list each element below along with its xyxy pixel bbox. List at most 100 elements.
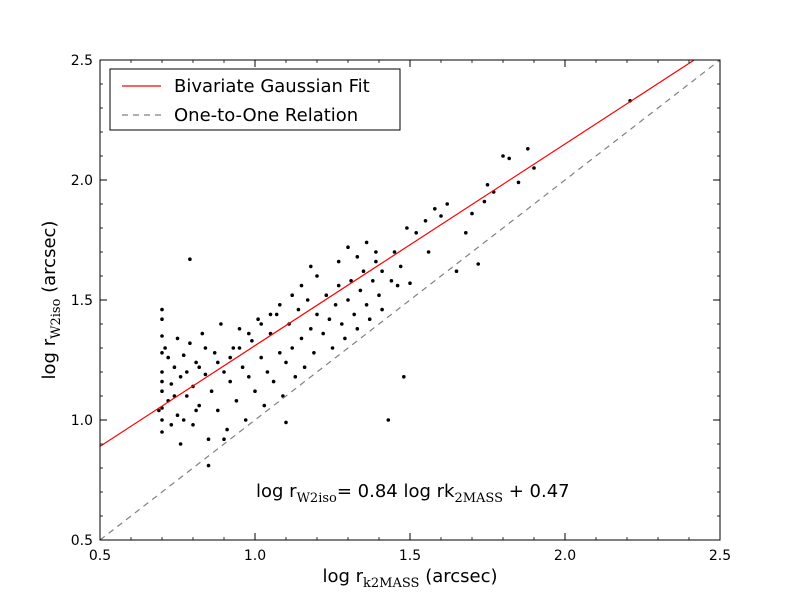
data-point-111 <box>395 283 400 288</box>
data-point-132 <box>185 370 189 374</box>
data-point-76 <box>371 279 375 283</box>
data-point-124 <box>268 312 273 317</box>
data-point-60 <box>321 331 326 336</box>
data-point-24 <box>206 437 211 442</box>
data-point-138 <box>181 418 186 422</box>
x-tick-label-4: 2.5 <box>709 548 731 564</box>
data-point-71 <box>355 327 360 331</box>
data-point-42 <box>262 403 267 408</box>
plot-frame <box>99 59 721 541</box>
data-point-128 <box>228 355 232 360</box>
data-point-97 <box>470 211 474 216</box>
data-point-28 <box>219 322 223 326</box>
data-point-68 <box>346 298 350 302</box>
data-point-77 <box>374 259 378 264</box>
x-axis-title-suffix: (arcsec) <box>419 566 497 587</box>
y-tick-label-3: 2.0 <box>71 173 93 189</box>
data-point-6 <box>160 317 164 322</box>
x-axis-title-prefix: log r <box>322 566 363 587</box>
data-point-113 <box>380 269 384 274</box>
data-point-20 <box>194 360 198 365</box>
data-point-22 <box>200 331 205 336</box>
fit-equation: log rW2iso= 0.84 log rk2MASS + 0.47 <box>256 481 570 506</box>
data-point-31 <box>228 379 232 384</box>
data-point-116 <box>355 254 360 259</box>
data-point-49 <box>284 360 288 365</box>
data-point-43 <box>265 370 270 374</box>
y-tick-label-1: 1.0 <box>71 413 93 429</box>
data-point-3 <box>160 370 164 374</box>
data-point-9 <box>160 379 164 384</box>
data-point-57 <box>309 327 313 331</box>
data-point-89 <box>405 226 409 230</box>
data-point-75 <box>367 317 372 322</box>
data-point-41 <box>259 355 264 360</box>
x-tick-label-3: 2.0 <box>554 548 576 564</box>
data-point-37 <box>247 375 251 379</box>
fit-equation-prefix: log r <box>256 481 297 502</box>
data-point-110 <box>389 279 394 283</box>
data-point-45 <box>271 379 276 384</box>
data-point-84 <box>222 437 226 442</box>
y-tick-label-4: 2.5 <box>71 53 93 69</box>
x-axis-title: log rk2MASS (arcsec) <box>322 566 497 591</box>
data-point-25 <box>209 389 214 394</box>
y-tick-label-0: 0.5 <box>71 533 93 549</box>
series-line-1 <box>99 59 721 541</box>
x-tick-label-2: 1.5 <box>399 548 421 564</box>
data-point-95 <box>454 269 459 274</box>
x-tick-label-1: 1.0 <box>244 548 266 564</box>
data-point-29 <box>222 370 226 374</box>
data-point-85 <box>284 420 288 425</box>
fit-equation-mid: = 0.84 log rk <box>337 481 455 502</box>
data-point-99 <box>482 199 487 204</box>
data-point-21 <box>197 403 201 408</box>
y-axis-title-sub: W2iso <box>49 298 64 338</box>
data-point-16 <box>185 394 189 398</box>
data-point-112 <box>398 264 403 269</box>
data-point-125 <box>259 322 264 326</box>
data-point-15 <box>181 353 186 358</box>
data-point-87 <box>402 375 406 379</box>
data-point-36 <box>243 418 248 422</box>
data-point-114 <box>374 250 378 254</box>
data-point-100 <box>485 183 490 187</box>
data-point-69 <box>349 279 353 283</box>
axis-ticks: 0.5 1.0 1.5 2.0 2.5 0.5 1.0 1.5 2.0 2.5 <box>71 53 731 564</box>
fit-equation-sub1: W2iso <box>297 491 337 506</box>
data-point-134 <box>166 355 170 360</box>
y-axis-title-prefix: log r <box>39 338 60 379</box>
data-point-131 <box>197 365 201 370</box>
data-point-80 <box>188 257 192 262</box>
legend: Bivariate Gaussian Fit One-to-One Relati… <box>109 68 401 131</box>
data-point-66 <box>340 322 344 326</box>
y-axis-title-suffix: (arcsec) <box>39 221 60 299</box>
data-point-33 <box>234 399 239 403</box>
data-point-74 <box>364 303 369 307</box>
data-point-129 <box>216 360 220 365</box>
legend-label-fit: Bivariate Gaussian Fit <box>174 76 370 97</box>
data-point-86 <box>386 418 391 422</box>
data-point-13 <box>175 413 180 418</box>
data-point-34 <box>237 327 242 331</box>
data-point-4 <box>160 351 164 355</box>
data-point-64 <box>333 303 338 307</box>
data-point-46 <box>274 312 279 317</box>
data-point-121 <box>299 283 304 288</box>
data-point-106 <box>532 166 536 170</box>
data-point-72 <box>358 288 363 293</box>
data-point-32 <box>231 346 236 350</box>
data-point-38 <box>250 339 254 343</box>
data-point-102 <box>501 154 505 158</box>
data-point-30 <box>225 427 229 432</box>
data-point-94 <box>445 202 450 206</box>
data-point-119 <box>315 274 319 278</box>
chart-marks <box>157 99 632 468</box>
data-point-126 <box>247 331 251 336</box>
data-point-118 <box>336 259 341 264</box>
data-point-115 <box>364 240 369 245</box>
data-point-104 <box>516 180 521 185</box>
data-point-18 <box>191 423 195 427</box>
